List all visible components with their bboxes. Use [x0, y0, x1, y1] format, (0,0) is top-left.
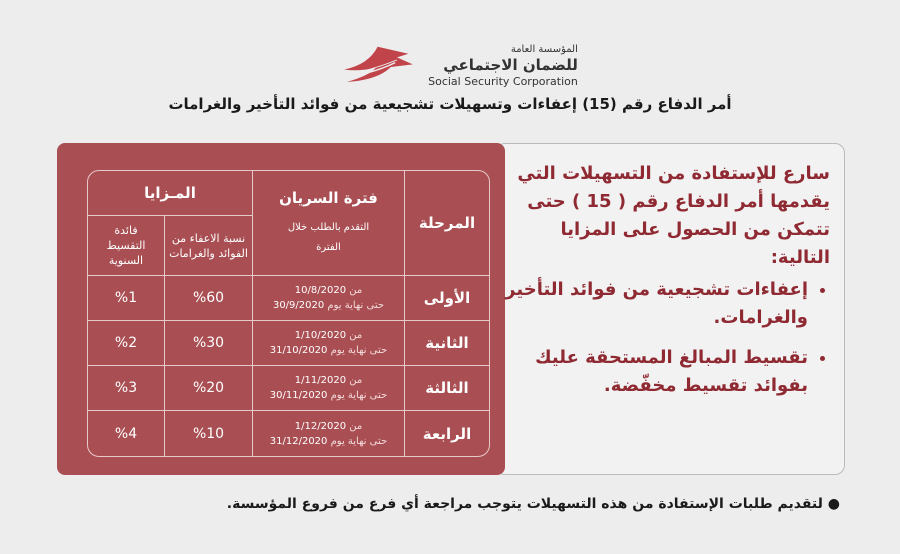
- table-row: الأولى من 10/8/2020 حتى نهاية يوم 30/9/20…: [88, 276, 489, 321]
- phases-table: المرحلة فترة السريان التقدم بالطلب خلال …: [87, 170, 490, 457]
- period-cell: من 10/8/2020 حتى نهاية يوم 30/9/2020: [252, 276, 404, 321]
- exemption-cell: %10: [164, 411, 252, 456]
- header-benefits: المـزايا: [88, 171, 252, 216]
- logo-texts: المؤسسة العامة للضمان الاجتماعي Social S…: [428, 44, 578, 89]
- header-period: فترة السريان التقدم بالطلب خلال الفترة: [252, 171, 404, 276]
- from-date: 10/8/2020: [294, 285, 347, 296]
- benefit-item: تقسيط المبالغ المستحقة عليك بفوائد تقسيط…: [505, 344, 808, 400]
- from-label: من: [349, 330, 363, 341]
- period-cell: من 1/11/2020 حتى نهاية يوم 30/11/2020: [252, 366, 404, 411]
- phase-cell: الأولى: [404, 276, 489, 321]
- exemption-cell: %60: [164, 276, 252, 321]
- to-label: حتى نهاية يوم: [330, 390, 388, 401]
- benefit-item: إعفاءات تشجيعية من فوائد التأخير والغرام…: [505, 276, 808, 332]
- to-date: 30/9/2020: [272, 300, 325, 311]
- logo-text-ar-small: المؤسسة العامة: [510, 44, 578, 55]
- footer-note: ● لتقديم طلبات الإستفادة من هذه التسهيلا…: [226, 496, 840, 512]
- table-panel: المرحلة فترة السريان التقدم بالطلب خلال …: [57, 143, 505, 475]
- intro-text: سارع للإستفادة من التسهيلات التي يقدمها …: [517, 163, 830, 268]
- logo-text-ar: للضمان الاجتماعي: [443, 56, 578, 74]
- exemption-cell: %20: [164, 366, 252, 411]
- exemption-cell: %30: [164, 321, 252, 366]
- period-cell: من 1/12/2020 حتى نهاية يوم 31/12/2020: [252, 411, 404, 456]
- header-installment: فائدة التقسيط السنوية: [88, 216, 164, 276]
- from-label: من: [349, 285, 363, 296]
- table-row: الرابعة من 1/12/2020 حتى نهاية يوم 31/12/…: [88, 411, 489, 456]
- from-date: 1/10/2020: [294, 330, 347, 341]
- logo: المؤسسة العامة للضمان الاجتماعي Social S…: [342, 44, 578, 89]
- installment-cell: %1: [88, 276, 164, 321]
- from-date: 1/11/2020: [294, 375, 347, 386]
- header-exemption: نسبة الاعفاء من الفوائد والغرامات: [164, 216, 252, 276]
- to-label: حتى نهاية يوم: [327, 300, 385, 311]
- phase-cell: الثانية: [404, 321, 489, 366]
- header-phase: المرحلة: [404, 171, 489, 276]
- phase-cell: الثالثة: [404, 366, 489, 411]
- installment-cell: %2: [88, 321, 164, 366]
- header-period-sub: التقدم بالطلب خلال الفترة: [287, 222, 370, 253]
- to-label: حتى نهاية يوم: [330, 435, 388, 447]
- page-title: أمر الدفاع رقم (15) إعفاءات وتسهيلات تشج…: [168, 95, 732, 113]
- logo-bird-icon: [344, 46, 413, 82]
- installment-cell: %3: [88, 366, 164, 411]
- header-period-title: فترة السريان: [279, 189, 378, 207]
- to-date: 31/10/2020: [269, 345, 328, 356]
- from-label: من: [349, 420, 363, 432]
- table-row: الثانية من 1/10/2020 حتى نهاية يوم 31/10/…: [88, 321, 489, 366]
- to-date: 31/12/2020: [269, 435, 328, 447]
- period-cell: من 1/10/2020 حتى نهاية يوم 31/10/2020: [252, 321, 404, 366]
- installment-cell: %4: [114, 425, 138, 442]
- from-date: 1/12/2020: [294, 420, 347, 432]
- to-date: 30/11/2020: [269, 390, 328, 401]
- phase-cell: الرابعة: [404, 411, 489, 456]
- info-panel: [495, 143, 845, 475]
- table-row: الثالثة من 1/11/2020 حتى نهاية يوم 30/11/…: [88, 366, 489, 411]
- footer-text: لتقديم طلبات الإستفادة من هذه التسهيلات …: [226, 496, 823, 512]
- logo-text-en: Social Security Corporation: [428, 75, 578, 88]
- benefits-text: سارع للإستفادة من التسهيلات التي يقدمها …: [505, 160, 830, 400]
- from-label: من: [349, 375, 363, 386]
- header: المؤسسة العامة للضمان الاجتماعي Social S…: [0, 44, 900, 113]
- to-label: حتى نهاية يوم: [330, 345, 388, 356]
